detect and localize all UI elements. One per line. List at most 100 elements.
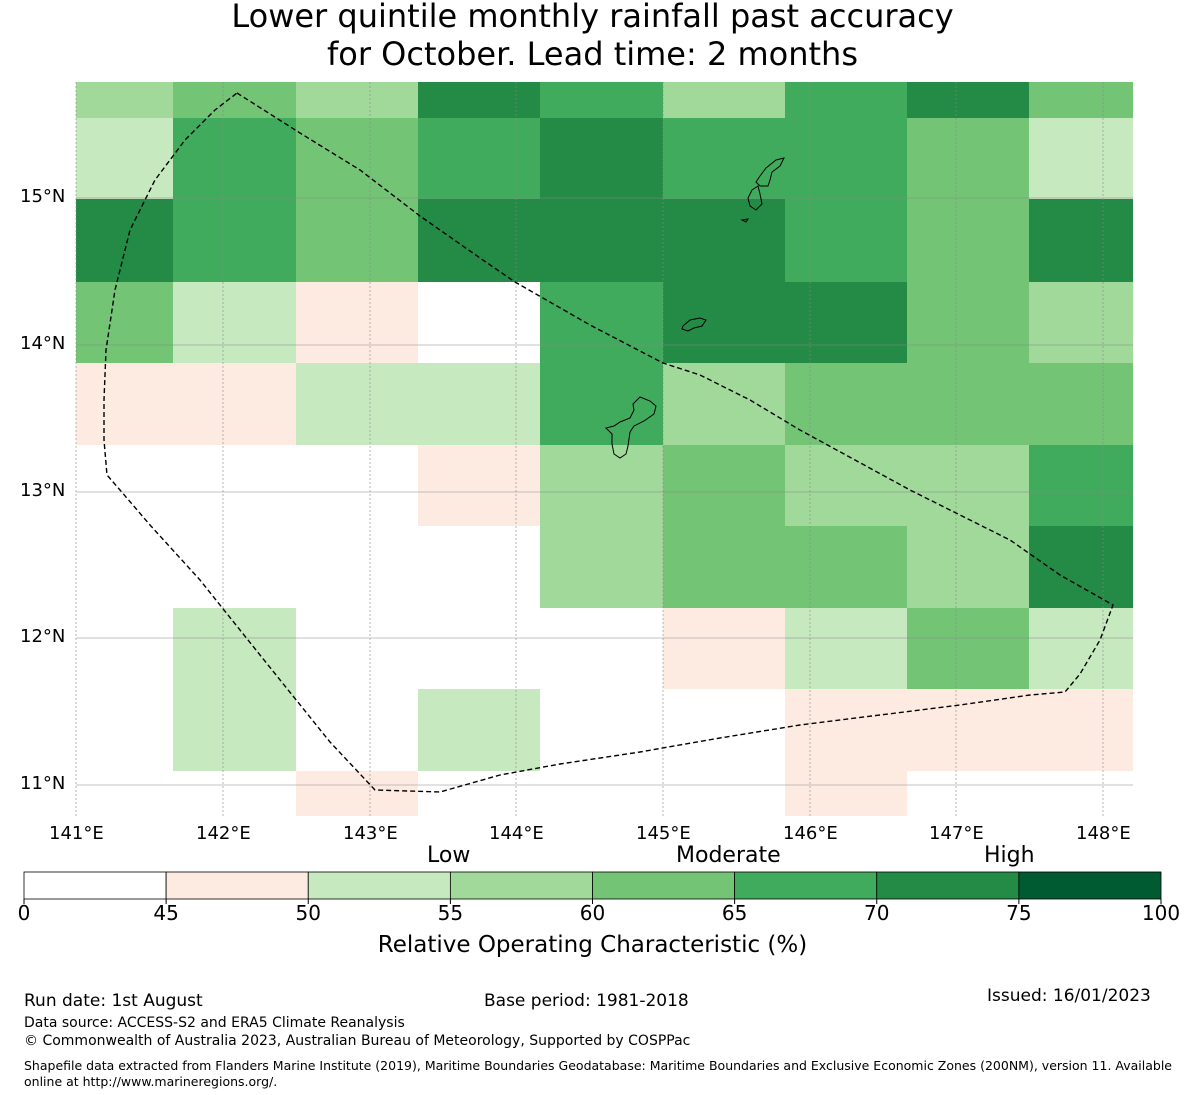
grid-cell [76,363,173,445]
colorbar-segment [307,871,451,900]
grid-cell [907,771,1029,816]
grid-cells [76,82,1133,816]
grid-cell [418,689,540,771]
shapefile-credit: Shapefile data extracted from Flanders M… [24,1058,1172,1089]
grid-cell [76,526,173,608]
colorbar-tick-label: 45 [153,901,179,925]
grid-cell [296,118,418,199]
map-title-line-1: Lower quintile monthly rainfall past acc… [231,0,954,35]
grid-cell [296,771,418,816]
island-aguijan [740,218,750,223]
grid-cell [76,199,173,282]
copyright: © Commonwealth of Australia 2023, Austra… [24,1033,691,1049]
grid-cell [296,363,418,445]
colorbar [23,871,1162,904]
grid-cell [663,608,785,689]
grid-cell [1029,199,1133,282]
grid-cell [907,363,1029,445]
grid-cell [540,526,663,608]
grid-cell [663,199,785,282]
grid-cell [785,689,907,771]
base-period: Base period: 1981-2018 [484,991,689,1011]
grid-cell [663,445,785,526]
grid-cell [663,363,785,445]
longitude-label: 148°E [1076,823,1131,844]
grid-cell [296,282,418,363]
grid-cell [418,608,540,689]
grid-cell [540,282,663,363]
grid-cell [663,526,785,608]
grid-cell [1029,445,1133,526]
grid-cell [76,608,173,689]
grid-cell [785,445,907,526]
grid-cell [296,689,418,771]
grid-cell [76,118,173,199]
grid-cell [173,82,296,118]
colorbar-segment [449,871,593,900]
grid-cell [540,689,663,771]
grid-cell [785,526,907,608]
grid-cell [173,608,296,689]
colorbar-segment [1018,871,1162,900]
grid-cell [540,118,663,199]
latitude-label: 12°N [20,626,66,647]
grid-cell [173,199,296,282]
data-source: Data source: ACCESS-S2 and ERA5 Climate … [24,1015,405,1031]
grid-cell [785,82,907,118]
island-guam [605,396,657,459]
grid-cell [540,82,663,118]
grid-cell [1029,363,1133,445]
grid-cell [296,199,418,282]
longitude-label: 141°E [49,823,104,844]
category-high: High [984,843,1035,868]
grid-cell [663,118,785,199]
longitude-label: 145°E [636,823,691,844]
grid-cell [785,282,907,363]
grid-cell [663,771,785,816]
grid-cell [785,608,907,689]
island-saipan [755,157,785,187]
grid-cell [907,282,1029,363]
grid-cell [540,608,663,689]
grid-cell [1029,689,1133,771]
latitude-label: 14°N [20,333,66,354]
longitude-label: 143°E [343,823,398,844]
colorbar-tick-label: 50 [295,901,321,925]
colorbar-tick-label: 0 [17,901,31,925]
grid-cell [296,445,418,526]
eez-boundary [103,92,1114,793]
colorbar-segment [734,871,878,900]
grid-cell [1029,771,1133,816]
grid-cell [663,82,785,118]
grid-cell [296,526,418,608]
colorbar-segment [165,871,309,900]
grid-cell [76,771,173,816]
grid-cell [418,526,540,608]
grid-cell [1029,608,1133,689]
longitude-label: 146°E [783,823,838,844]
colorbar-tick-label: 100 [1141,901,1181,925]
category-moderate: Moderate [676,843,781,868]
colorbar-segment [23,871,167,900]
colorbar-segment [876,871,1020,900]
grid-cell [173,118,296,199]
grid-cell [785,771,907,816]
issued-date: Issued: 16/01/2023 [987,986,1151,1006]
grid-cell [663,689,785,771]
latitude-label: 15°N [20,186,66,207]
latitude-label: 11°N [20,773,66,794]
grid-cell [418,771,540,816]
colorbar-tick-label: 75 [1006,901,1032,925]
grid-cell [418,445,540,526]
colorbar-segment [592,871,736,900]
colorbar-tick-label: 65 [721,901,748,925]
grid-cell [173,689,296,771]
latitude-label: 13°N [20,480,66,501]
grid-cell [173,526,296,608]
grid-cell [418,82,540,118]
longitude-label: 144°E [489,823,544,844]
grid-cell [1029,82,1133,118]
colorbar-tick-label: 70 [864,901,890,925]
grid-cell [907,445,1029,526]
